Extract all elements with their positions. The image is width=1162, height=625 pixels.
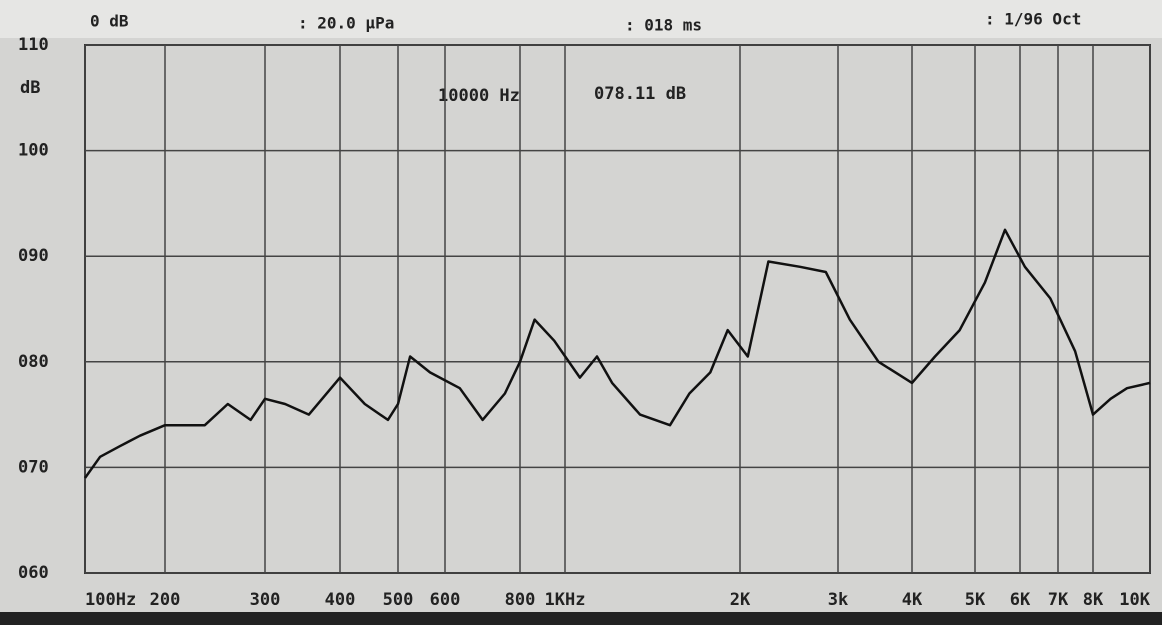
x-tick-label: 7K [1048,590,1069,610]
y-axis-unit: dB [20,78,40,98]
x-tick-label: 500 [383,590,414,610]
response-curve [83,228,1151,479]
x-tick-label: 10K [1119,590,1150,610]
y-tick-label: 110 [18,35,49,55]
x-tick-label: 800 [505,590,536,610]
header-level: 0 dB [90,12,129,31]
y-tick-label: 070 [18,457,49,477]
header-resolution: : 1/96 Oct [985,10,1081,29]
status-strip [0,612,1162,625]
header-reference: : 20.0 µPa [298,14,394,33]
x-tick-label: 400 [325,590,356,610]
x-tick-label: 2K [730,590,751,610]
y-tick-label: 100 [18,141,49,161]
x-tick-label: 600 [430,590,461,610]
cursor-level: 078.11 dB [594,84,686,104]
x-tick-label: 100Hz [85,590,136,610]
x-tick-label: 1KHz [545,590,586,610]
x-tick-label: 5K [965,590,986,610]
x-tick-label: 300 [250,590,281,610]
x-tick-label: 8K [1083,590,1104,610]
y-tick-label: 080 [18,352,49,372]
x-tick-label: 3k [828,590,848,610]
y-tick-label: 060 [18,563,49,583]
x-tick-label: 200 [150,590,181,610]
header-time: : 018 ms [625,16,702,35]
x-tick-label: 4K [902,590,923,610]
y-tick-label: 090 [18,246,49,266]
cursor-frequency: 10000 Hz [438,86,520,106]
header-bar [0,0,1162,38]
x-tick-label: 6K [1010,590,1031,610]
